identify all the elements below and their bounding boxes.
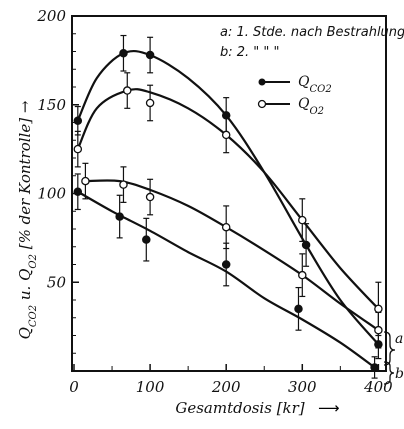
y-tick-label: 150 (37, 96, 66, 114)
data-point-qco2-b (73, 187, 83, 196)
data-point-qo2-b (119, 180, 128, 189)
x-tick-label: 100 (136, 378, 165, 396)
data-point-qco2-a (73, 116, 83, 125)
legend-label-qco2: QCO2 (298, 74, 332, 95)
legend-marker-filled (258, 78, 266, 86)
data-point-qo2-a (298, 215, 307, 225)
series-points (73, 34, 383, 379)
y-tick-label: 200 (36, 7, 66, 25)
data-point-qo2-b (145, 192, 155, 202)
data-point-qco2-b (142, 235, 151, 244)
x-axis-ticks: 0 100 200 300 400 (69, 364, 393, 396)
x-tick-label: 0 (69, 378, 79, 396)
x-tick-label: 300 (288, 378, 317, 396)
data-point-qo2-a (374, 304, 383, 314)
data-point-qo2-a (145, 98, 155, 108)
legend-label-qo2: QO2 (298, 96, 324, 117)
data-point-qo2-a (73, 144, 83, 154)
data-point-qo2-b (374, 325, 383, 335)
data-point-qco2-a (145, 50, 155, 60)
annotation-a: a: 1. Stde. nach Bestrahlung (220, 25, 404, 40)
data-point-qco2-b (221, 260, 231, 269)
data-point-qo2-b (81, 176, 90, 186)
y-tick-label: 50 (47, 273, 67, 291)
legend-marker-open (257, 99, 267, 109)
series-curves (76, 49, 380, 369)
group-label-a: a (395, 331, 403, 347)
x-tick-label: 400 (363, 378, 393, 396)
data-point-qo2-b (221, 222, 231, 232)
annotation-b: b: 2. " " " (220, 45, 280, 60)
x-tick-label: 200 (211, 378, 241, 396)
data-point-qco2-b (370, 363, 379, 372)
data-point-qo2-b (298, 270, 307, 280)
group-brace-a: a (383, 331, 403, 366)
y-tick-label: 100 (37, 185, 66, 203)
x-axis-label: Gesamtdosis [kr] (175, 399, 304, 417)
legend: QCO2 QO2 (257, 74, 332, 117)
series-line-qo2-b (85, 179, 380, 332)
svg-text:QCO2 u. QO2 [% der Kontrolle]: QCO2 u. QO2 [% der Kontrolle] → (16, 100, 39, 339)
data-point-qco2-b (115, 212, 124, 221)
group-brace-b: b (383, 361, 404, 385)
data-point-qco2-a (301, 240, 311, 250)
x-axis-arrow: ⟶ (318, 399, 340, 417)
group-label-b: b (395, 366, 404, 382)
y-axis-ticks: 50 100 150 200 (36, 7, 79, 354)
plot-frame (71, 15, 387, 372)
y-axis-label: QCO2 u. QO2 [% der Kontrolle] → (16, 100, 39, 339)
series-line-qco2-a (76, 49, 380, 346)
data-point-qo2-a (221, 130, 231, 140)
series-line-qo2-a (76, 88, 380, 310)
data-point-qco2-a (119, 49, 128, 58)
data-point-qo2-a (123, 86, 132, 95)
data-point-qco2-b (294, 304, 303, 314)
